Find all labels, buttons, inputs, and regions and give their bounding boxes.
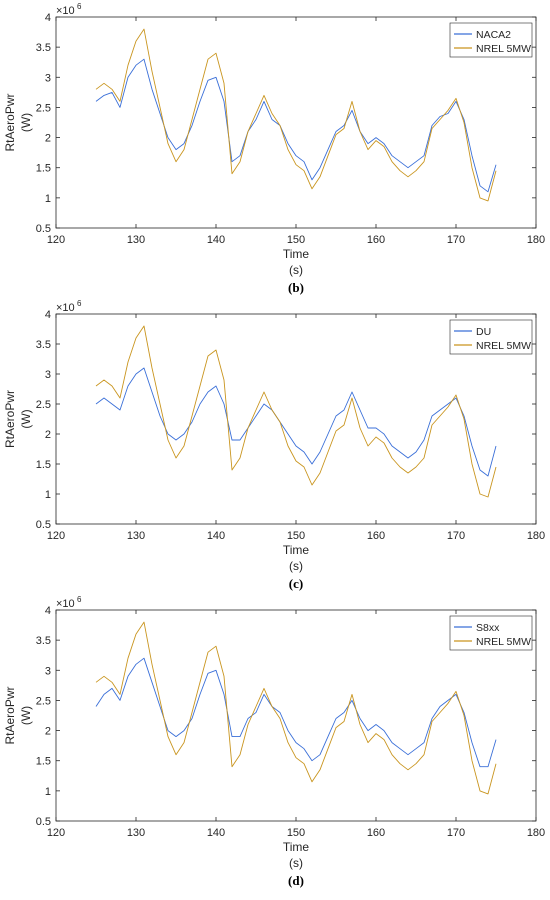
y-tick-label: 1.5 [36,756,51,768]
panel-caption: (c) [289,576,303,591]
x-tick-label: 120 [47,234,65,246]
x-tick-label: 130 [127,827,145,839]
x-tick-label: 170 [447,234,465,246]
legend-box [449,615,533,651]
y-tick-label: 3 [45,72,51,84]
y-tick-label: 0.5 [36,519,51,531]
y-exponent-label: ×10 [56,302,75,314]
x-tick-label: 140 [207,234,225,246]
chart-panel-2: 120 130 140 150 160 170 180 0.5 1 1.5 2 2.5 3 3.5 4 ×10… [3,299,545,591]
y-tick-label: 1.5 [36,459,51,471]
y-tick-label: 3 [45,369,51,381]
legend-entry: NREL 5MW [476,340,531,352]
y-tick-label: 0.5 [36,816,51,828]
y-axis-unit: (W) [19,409,33,428]
x-tick-label: 120 [47,827,65,839]
y-axis-unit: (W) [19,113,33,132]
y-tick-label: 1 [45,786,51,798]
panel-caption: (b) [288,280,304,295]
y-tick-label: 1.5 [36,163,51,175]
x-axis-label: Time [283,543,310,557]
x-tick-label: 160 [367,827,385,839]
y-tick-label: 1 [45,489,51,501]
y-tick-label: 3 [45,665,51,677]
y-exponent-power: 6 [77,595,82,604]
y-exponent-power: 6 [77,299,82,308]
x-axis-unit: (s) [289,559,303,573]
y-tick-label: 0.5 [36,223,51,235]
y-exponent-power: 6 [77,2,82,11]
y-tick-label: 2 [45,429,51,441]
y-tick-label: 2.5 [36,102,51,114]
chart-panel-3: 120 130 140 150 160 170 180 0.5 1 1.5 2 2.5 3 3.5 4 ×10… [3,595,545,888]
legend-box [449,319,533,355]
x-tick-label: 170 [447,530,465,542]
series-line-nrel-5mw [95,28,497,202]
x-tick-label: 120 [47,530,65,542]
series-line-nrel-5mw [95,325,497,498]
y-axis-unit: (W) [19,706,33,725]
y-tick-label: 2.5 [36,695,51,707]
x-tick-label: 150 [287,530,305,542]
legend-entry: NACA2 [476,29,511,41]
series-line-nrel-5mw [95,621,497,795]
x-axis-label: Time [283,840,310,854]
y-tick-label: 2.5 [36,399,51,411]
x-tick-label: 150 [287,827,305,839]
legend-entry: DU [476,326,491,338]
x-axis-label: Time [283,247,310,261]
x-tick-label: 150 [287,234,305,246]
x-axis-unit: (s) [289,263,303,277]
y-tick-label: 3.5 [36,339,51,351]
x-tick-label: 160 [367,530,385,542]
x-tick-label: 160 [367,234,385,246]
series-line-primary [95,367,497,477]
y-tick-label: 3.5 [36,42,51,54]
y-axis-label: RtAeroPwr [3,93,17,151]
x-tick-label: 180 [527,530,545,542]
y-exponent-label: ×10 [56,598,75,610]
y-tick-label: 4 [45,605,51,617]
y-tick-label: 4 [45,12,51,24]
legend-entry: NREL 5MW [476,43,531,55]
y-tick-label: 3.5 [36,635,51,647]
y-axis-label: RtAeroPwr [3,390,17,448]
y-tick-label: 1 [45,193,51,205]
x-tick-label: 130 [127,530,145,542]
x-tick-label: 140 [207,530,225,542]
y-tick-label: 2 [45,726,51,738]
legend-box [449,22,533,58]
chart-panel-1: 120 130 140 150 160 170 180 0.5 1 1.5 2 2.5 3 3.5 4 ×10… [3,2,545,295]
x-tick-label: 140 [207,827,225,839]
y-tick-label: 4 [45,309,51,321]
x-tick-label: 130 [127,234,145,246]
x-axis-unit: (s) [289,856,303,870]
x-tick-label: 170 [447,827,465,839]
legend-entry: NREL 5MW [476,636,531,648]
y-tick-label: 2 [45,133,51,145]
x-tick-label: 180 [527,234,545,246]
y-axis-label: RtAeroPwr [3,686,17,744]
panel-caption: (d) [288,873,304,888]
legend-entry: S8xx [476,622,500,634]
x-tick-label: 180 [527,827,545,839]
y-exponent-label: ×10 [56,5,75,17]
